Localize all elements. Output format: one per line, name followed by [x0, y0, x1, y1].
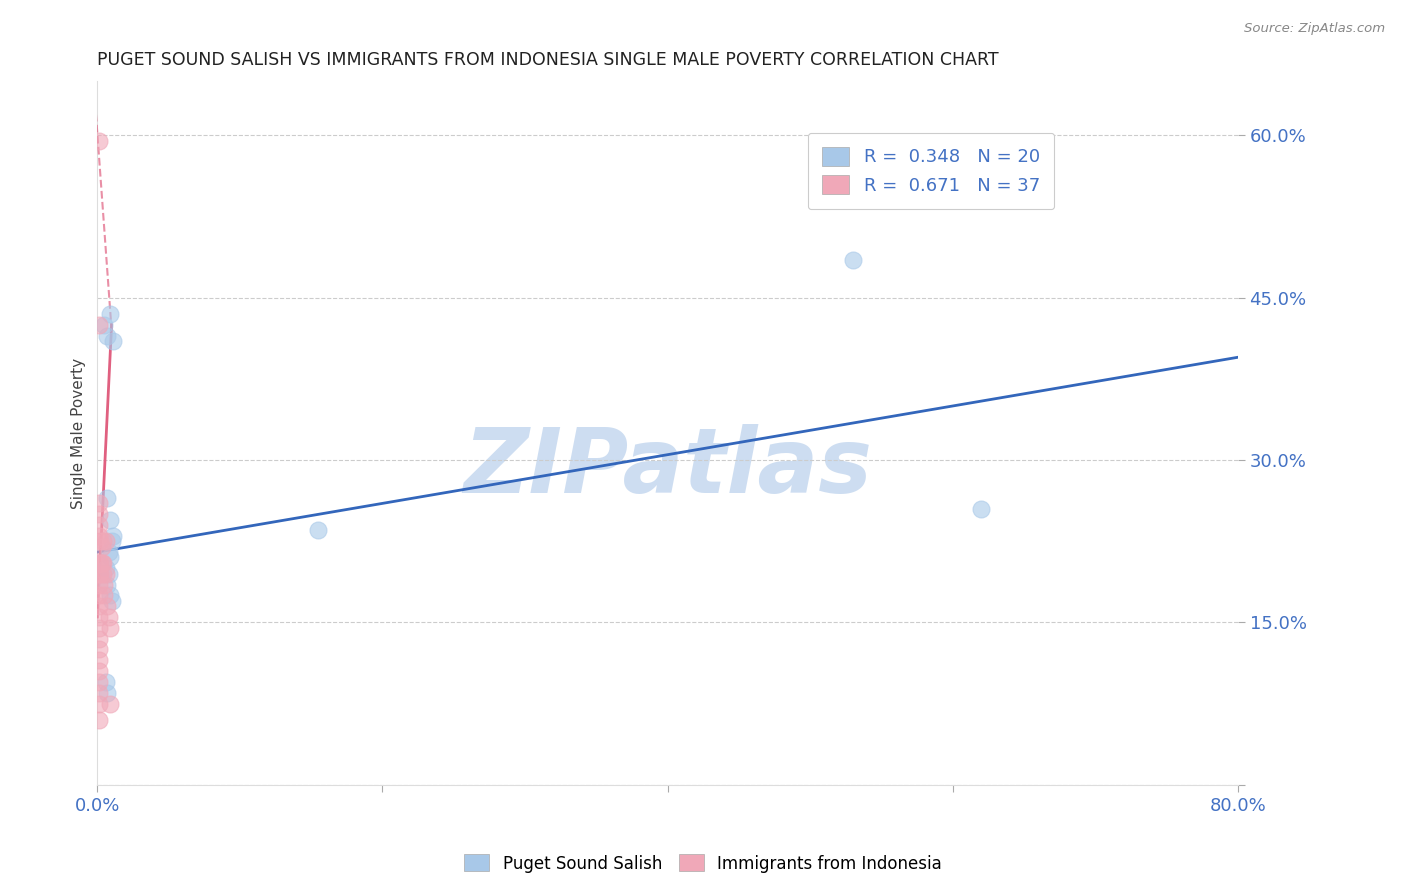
Point	[87, 556, 110, 570]
Point	[96, 686, 118, 700]
Text: Source: ZipAtlas.com: Source: ZipAtlas.com	[1244, 22, 1385, 36]
Point	[90, 556, 112, 570]
Point	[98, 513, 121, 527]
Point	[97, 566, 120, 581]
Point	[94, 566, 117, 581]
Point	[87, 134, 110, 148]
Point	[87, 507, 110, 521]
Point	[87, 577, 110, 591]
Point	[87, 675, 110, 690]
Point	[842, 252, 865, 267]
Point	[97, 545, 120, 559]
Point	[87, 642, 110, 657]
Point	[93, 577, 115, 591]
Point	[89, 566, 111, 581]
Point	[100, 534, 122, 549]
Point	[100, 594, 122, 608]
Point	[87, 621, 110, 635]
Legend: Puget Sound Salish, Immigrants from Indonesia: Puget Sound Salish, Immigrants from Indo…	[457, 847, 949, 880]
Point	[94, 561, 117, 575]
Point	[98, 697, 121, 711]
Point	[87, 496, 110, 510]
Point	[970, 501, 993, 516]
Point	[307, 524, 329, 538]
Point	[98, 621, 121, 635]
Point	[87, 713, 110, 727]
Point	[96, 491, 118, 505]
Point	[93, 318, 115, 332]
Y-axis label: Single Male Poverty: Single Male Poverty	[72, 358, 86, 508]
Point	[87, 566, 110, 581]
Legend: R =  0.348   N = 20, R =  0.671   N = 37: R = 0.348 N = 20, R = 0.671 N = 37	[807, 133, 1054, 210]
Point	[91, 566, 114, 581]
Point	[90, 540, 112, 554]
Point	[87, 610, 110, 624]
Point	[101, 529, 124, 543]
Point	[87, 664, 110, 678]
Point	[96, 328, 118, 343]
Point	[96, 599, 118, 614]
Point	[87, 318, 110, 332]
Point	[98, 588, 121, 602]
Point	[87, 653, 110, 667]
Point	[94, 675, 117, 690]
Point	[91, 556, 114, 570]
Text: PUGET SOUND SALISH VS IMMIGRANTS FROM INDONESIA SINGLE MALE POVERTY CORRELATION : PUGET SOUND SALISH VS IMMIGRANTS FROM IN…	[97, 51, 1000, 69]
Point	[89, 556, 111, 570]
Point	[97, 610, 120, 624]
Text: ZIPatlas: ZIPatlas	[463, 425, 872, 512]
Point	[87, 588, 110, 602]
Point	[87, 518, 110, 533]
Point	[87, 686, 110, 700]
Point	[94, 534, 117, 549]
Point	[87, 599, 110, 614]
Point	[93, 588, 115, 602]
Point	[91, 534, 114, 549]
Point	[87, 697, 110, 711]
Point	[89, 534, 111, 549]
Point	[101, 334, 124, 348]
Point	[96, 577, 118, 591]
Point	[98, 550, 121, 565]
Point	[87, 632, 110, 646]
Point	[87, 529, 110, 543]
Point	[98, 307, 121, 321]
